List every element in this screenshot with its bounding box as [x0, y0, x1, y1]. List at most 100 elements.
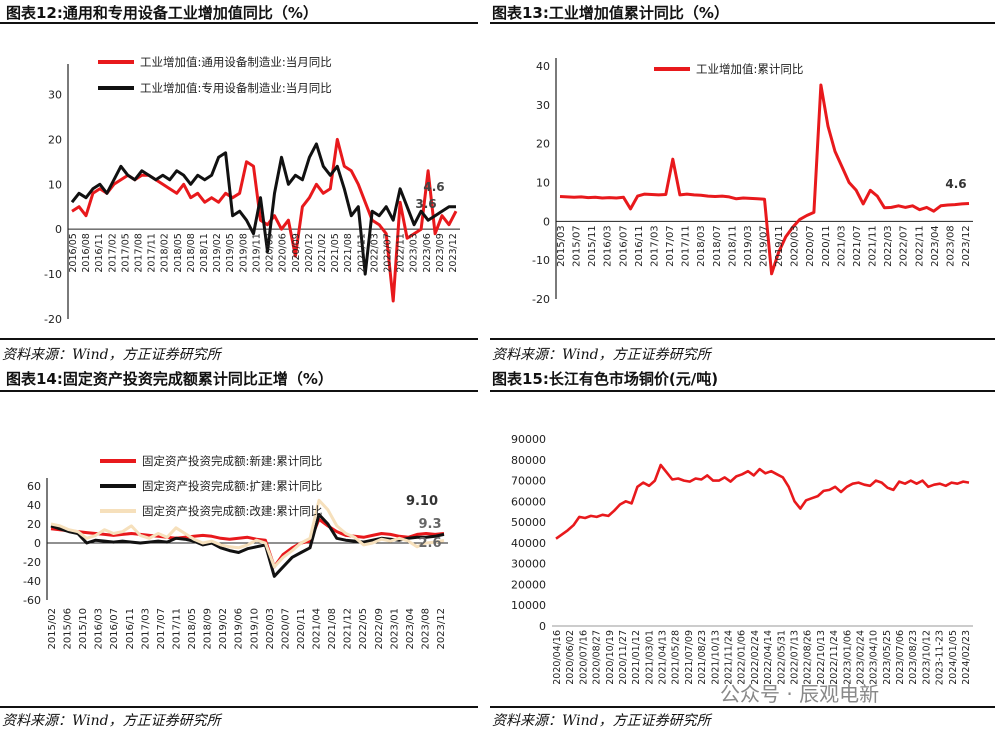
chart-svg: 60 40 20 0 -20 -40 -60 2015/02 2015/06 2015/10 201…: [23, 454, 448, 650]
x-tick-label: 2022/01/06: [737, 630, 748, 685]
x-tick-label: 2019/08: [238, 233, 249, 272]
series-line-2: [70, 142, 456, 276]
y-tick-label: 30: [48, 88, 62, 101]
y-tick-label: 10: [48, 178, 62, 191]
x-tick-label: 2022/02/24: [750, 630, 761, 685]
chart-panel-13: 图表13:工业增加值累计同比（%） 40 30 20 10 0 -10 -20 2015/03…: [490, 0, 999, 368]
y-tick-label: -20: [23, 556, 41, 569]
x-tick-label: 2024/01/05: [948, 630, 959, 685]
y-tick-label: 40000: [511, 537, 546, 550]
data-annotation: 9.10: [406, 494, 438, 509]
y-tick-label: -40: [23, 575, 41, 588]
y-tick-label: 20: [27, 518, 41, 531]
x-tick-label: 2022/11/24: [829, 630, 840, 685]
x-tick-label: 2016/11: [94, 233, 105, 272]
y-tick-label: 60: [27, 480, 41, 493]
x-tick-label: 2017/11: [147, 233, 158, 272]
source-rule: [0, 338, 478, 340]
x-tick-label: 2017/07: [665, 225, 676, 267]
x-tick-label: 2023/10/12: [921, 630, 932, 685]
x-tick-label: 2020/11: [821, 225, 832, 267]
x-tick-label: 2017/02: [107, 233, 118, 272]
x-tick-label: 2018/08: [186, 233, 197, 272]
x-tick-label: 2022/05/31: [776, 630, 787, 685]
data-annotation: 4.6: [423, 180, 444, 194]
data-annotation: 9.3: [418, 517, 441, 532]
x-tick-label: 2016/03: [94, 608, 105, 650]
x-tick-label: 2020/06: [278, 233, 289, 272]
x-tick-label: 2020/07/16: [578, 630, 589, 685]
x-tick-label: 2021/03: [836, 225, 847, 267]
x-tick-label: 2020/03: [265, 608, 276, 650]
title-rule: [0, 390, 478, 392]
x-tick-label: 2023/12: [436, 608, 447, 650]
chart-svg: 90000 80000 70000 60000 50000 40000 30000 20000…: [511, 433, 973, 685]
x-tick-label: 2017/11: [172, 608, 183, 650]
x-tick-label: 2023/06: [422, 233, 433, 272]
x-tick-label: 2024/02/23: [961, 630, 972, 685]
title-rule: [490, 22, 995, 24]
y-tick-label: 80000: [511, 454, 546, 467]
x-tick-label: 2020/09: [291, 233, 302, 272]
x-tick-label: 2017/08: [134, 233, 145, 272]
x-tick-label: 2018/09: [203, 608, 214, 650]
series-line-1: [555, 463, 970, 540]
chart-svg: 40 30 20 10 0 -10 -20 2015/03 2015/07 2015/11 2016…: [532, 58, 973, 306]
x-tick-label: 2020/12: [304, 233, 315, 272]
source-rule: [490, 706, 995, 708]
x-tick-label: 2019/02: [212, 233, 223, 272]
y-tick-label: -60: [23, 594, 41, 607]
legend-label: 工业增加值:累计同比: [696, 62, 803, 76]
x-tick-label: 2022/11: [396, 233, 407, 272]
y-tick-label: 10000: [511, 599, 546, 612]
y-tick-label: 0: [539, 620, 546, 633]
y-tick-label: -10: [532, 254, 550, 267]
x-tick-label: 2016/08: [81, 233, 92, 272]
x-tick-label: 2015/03: [556, 225, 567, 267]
x-tick-label: 2021/04: [312, 608, 323, 650]
x-tick-label: 2022/10/13: [816, 630, 827, 685]
source-rule: [0, 706, 478, 708]
x-tick-label: 2022/07: [899, 225, 910, 267]
x-tick-label: 2020/07: [805, 225, 816, 267]
x-tick-label: 2015/06: [63, 608, 74, 650]
x-tick-label: 2016/07: [618, 225, 629, 267]
x-tick-label: 2018/11: [727, 225, 738, 267]
x-tick-label: 2019/10: [249, 608, 260, 650]
x-tick-label: 2021/07/09: [684, 630, 695, 685]
x-tick-label: 2022/05: [358, 608, 369, 650]
x-tick-label: 2021/02: [317, 233, 328, 272]
x-tick-label: 2021/08/23: [697, 630, 708, 685]
x-tick-label: 2021/08: [343, 233, 354, 272]
x-tick-label: 2022/11: [914, 225, 925, 267]
x-tick-label: 2022/03: [883, 225, 894, 267]
x-tick-label: 2023/03: [409, 233, 420, 272]
x-tick-label: 2023/08: [420, 608, 431, 650]
data-annotation: 2.6: [418, 536, 441, 551]
x-tick-label: 2022/08/26: [803, 630, 814, 685]
x-tick-label: 2023/02/24: [856, 630, 867, 685]
x-tick-label: 2017/05: [120, 233, 131, 272]
y-tick-label: 40: [536, 60, 550, 73]
x-tick-label: 2015/10: [78, 608, 89, 650]
x-tick-label: 2017/03: [140, 608, 151, 650]
x-tick-label: 2021/01/12: [631, 630, 642, 685]
x-tick-label: 2019/06: [234, 608, 245, 650]
legend-label: 工业增加值:专用设备制造业:当月同比: [140, 81, 332, 95]
x-tick-label: 2023/07/06: [895, 630, 906, 685]
x-tick-label: 2022/09: [374, 608, 385, 650]
x-tick-label: 2015/02: [47, 608, 58, 650]
x-tick-label: 2019/05: [225, 233, 236, 272]
x-tick-label: 2020/10/19: [605, 630, 616, 685]
chart-panel-12: 图表12:通用和专用设备工业增加值同比（%） 30 20 10 0 -10 -20 2016…: [0, 0, 478, 368]
x-tick-label: 2018/11: [199, 233, 210, 272]
x-tick-label: 2023/05/25: [882, 630, 893, 685]
x-tick-label: 2018/03: [696, 225, 707, 267]
x-tick-label: 2022/07: [383, 233, 394, 272]
y-tick-label: 60000: [511, 495, 546, 508]
x-tick-label: 2023/08: [945, 225, 956, 267]
chart-source: 资料来源：Wind，方正证券研究所: [2, 713, 221, 729]
x-tick-label: 2016/05: [68, 233, 79, 272]
y-tick-label: 0: [55, 223, 62, 236]
chart-title: 图表14:固定资产投资完成额累计同比正增（%）: [6, 370, 333, 388]
